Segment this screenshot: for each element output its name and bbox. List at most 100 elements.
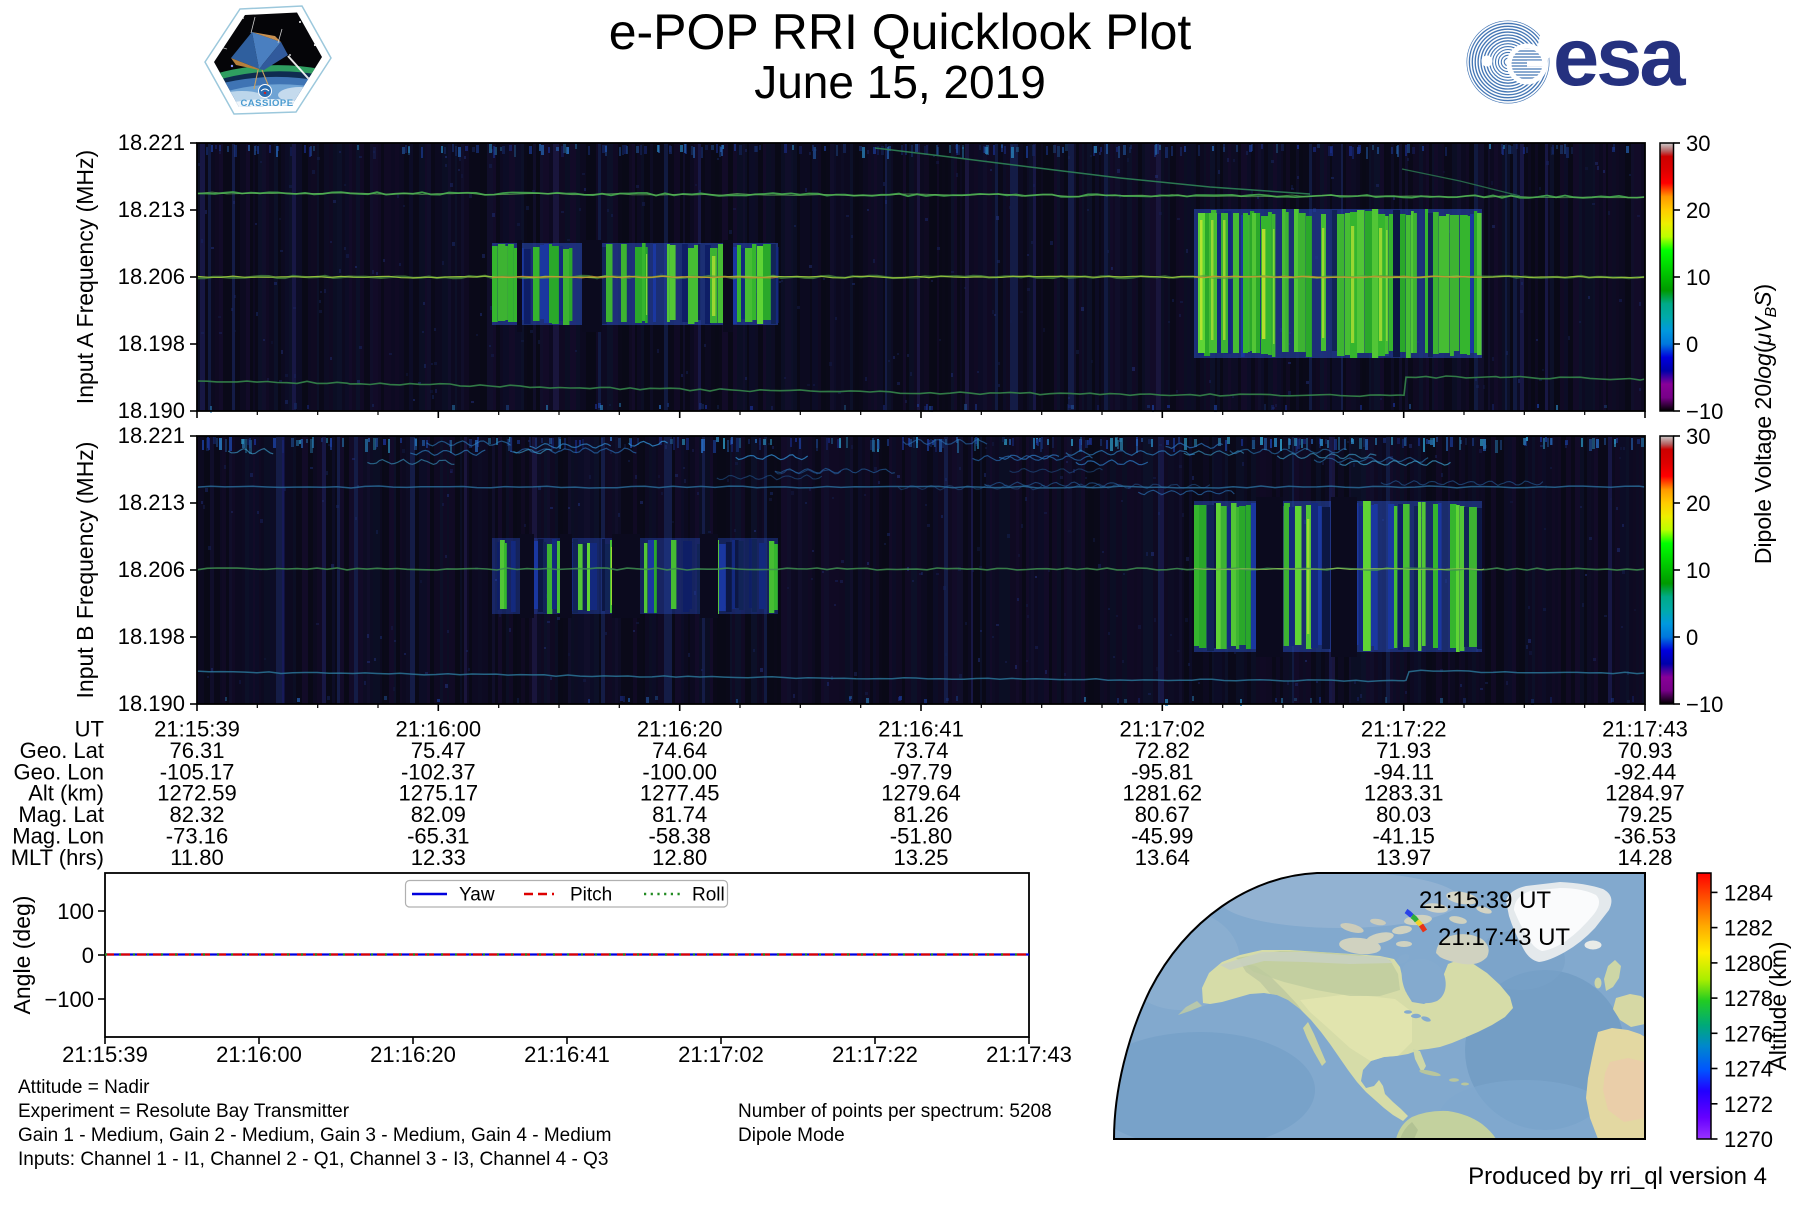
svg-text:Angle (deg): Angle (deg) (9, 896, 35, 1015)
svg-text:Mag. Lon: Mag. Lon (12, 824, 104, 849)
svg-text:Gain 1 - Medium, Gain 2 - Medi: Gain 1 - Medium, Gain 2 - Medium, Gain 3… (18, 1125, 611, 1146)
svg-text:esa: esa (1553, 10, 1686, 103)
svg-text:74.64: 74.64 (652, 738, 707, 763)
svg-text:21:17:43: 21:17:43 (986, 1042, 1072, 1067)
svg-text:80.67: 80.67 (1135, 802, 1190, 827)
svg-text:0: 0 (82, 943, 94, 968)
svg-text:21:16:00: 21:16:00 (395, 717, 481, 742)
svg-text:82.09: 82.09 (411, 802, 466, 827)
svg-text:30: 30 (1686, 131, 1710, 156)
svg-text:18.198: 18.198 (118, 624, 185, 649)
svg-text:Geo. Lon: Geo. Lon (13, 759, 104, 784)
svg-text:18.213: 18.213 (118, 490, 185, 515)
svg-text:21:17:22: 21:17:22 (832, 1042, 918, 1067)
svg-text:14.28: 14.28 (1617, 845, 1672, 870)
svg-text:1284.97: 1284.97 (1605, 781, 1685, 806)
svg-text:21:17:43: 21:17:43 (1602, 717, 1688, 742)
svg-text:21:16:00: 21:16:00 (216, 1042, 302, 1067)
svg-text:−10: −10 (1686, 692, 1723, 717)
svg-text:Dipole Voltage 20log(μVBS): Dipole Voltage 20log(μVBS) (1750, 284, 1780, 564)
svg-text:1272.59: 1272.59 (157, 781, 237, 806)
svg-text:21:17:43 UT: 21:17:43 UT (1438, 924, 1570, 951)
svg-text:Mag. Lat: Mag. Lat (18, 802, 104, 827)
svg-text:June 15, 2019: June 15, 2019 (754, 56, 1046, 108)
svg-text:72.82: 72.82 (1135, 738, 1190, 763)
svg-text:-41.15: -41.15 (1373, 824, 1435, 849)
svg-text:Dipole Mode: Dipole Mode (738, 1125, 845, 1146)
svg-text:Roll: Roll (692, 885, 725, 906)
svg-text:1284: 1284 (1724, 880, 1773, 905)
svg-text:-51.80: -51.80 (890, 824, 952, 849)
svg-text:1277.45: 1277.45 (640, 781, 720, 806)
svg-text:21:16:20: 21:16:20 (637, 717, 723, 742)
svg-text:1272: 1272 (1724, 1092, 1773, 1117)
svg-text:21:17:02: 21:17:02 (1119, 717, 1205, 742)
svg-text:82.32: 82.32 (169, 802, 224, 827)
svg-text:18.221: 18.221 (118, 423, 185, 448)
svg-text:18.190: 18.190 (118, 691, 185, 716)
svg-text:Yaw: Yaw (459, 885, 495, 906)
svg-text:1281.62: 1281.62 (1123, 781, 1203, 806)
svg-text:0: 0 (1686, 332, 1698, 357)
svg-text:Attitude = Nadir: Attitude = Nadir (18, 1077, 150, 1098)
svg-text:UT: UT (75, 717, 104, 742)
svg-text:71.93: 71.93 (1376, 738, 1431, 763)
svg-text:-58.38: -58.38 (649, 824, 711, 849)
svg-text:-94.11: -94.11 (1373, 759, 1434, 784)
svg-text:Alt (km): Alt (km) (28, 781, 104, 806)
svg-text:-97.79: -97.79 (890, 759, 952, 784)
svg-text:13.25: 13.25 (893, 845, 948, 870)
svg-text:79.25: 79.25 (1617, 802, 1672, 827)
svg-text:21:15:39: 21:15:39 (154, 717, 240, 742)
svg-text:-36.53: -36.53 (1614, 824, 1676, 849)
svg-text:75.47: 75.47 (411, 738, 466, 763)
svg-text:CASSIOPE: CASSIOPE (240, 98, 293, 109)
svg-text:-102.37: -102.37 (401, 759, 476, 784)
svg-text:81.74: 81.74 (652, 802, 707, 827)
svg-text:−10: −10 (1686, 399, 1723, 424)
svg-text:1278: 1278 (1724, 986, 1773, 1011)
svg-text:Produced by rri_ql version 4: Produced by rri_ql version 4 (1468, 1163, 1767, 1190)
svg-text:21:16:41: 21:16:41 (878, 717, 964, 742)
svg-text:Geo. Lat: Geo. Lat (20, 738, 104, 763)
svg-text:-105.17: -105.17 (160, 759, 235, 784)
svg-text:1276: 1276 (1724, 1021, 1773, 1046)
svg-text:80.03: 80.03 (1376, 802, 1431, 827)
svg-text:1270: 1270 (1724, 1127, 1773, 1152)
svg-text:70.93: 70.93 (1617, 738, 1672, 763)
svg-text:18.213: 18.213 (118, 197, 185, 222)
svg-text:Altitude (km): Altitude (km) (1765, 941, 1791, 1070)
svg-text:1274: 1274 (1724, 1057, 1773, 1082)
svg-text:20: 20 (1686, 491, 1710, 516)
svg-text:11.80: 11.80 (170, 845, 223, 870)
svg-text:Pitch: Pitch (570, 885, 612, 906)
svg-text:-92.44: -92.44 (1614, 759, 1676, 784)
svg-text:10: 10 (1686, 558, 1710, 583)
svg-text:−100: −100 (44, 987, 94, 1012)
svg-text:1279.64: 1279.64 (881, 781, 961, 806)
svg-text:12.80: 12.80 (652, 845, 707, 870)
svg-text:Experiment = Resolute Bay Tran: Experiment = Resolute Bay Transmitter (18, 1101, 350, 1122)
svg-text:73.74: 73.74 (893, 738, 948, 763)
svg-text:21:17:22: 21:17:22 (1361, 717, 1447, 742)
svg-text:13.97: 13.97 (1376, 845, 1431, 870)
svg-text:30: 30 (1686, 424, 1710, 449)
svg-text:18.206: 18.206 (118, 557, 185, 582)
svg-text:21:17:02: 21:17:02 (678, 1042, 764, 1067)
svg-text:MLT (hrs): MLT (hrs) (11, 845, 104, 870)
svg-text:1283.31: 1283.31 (1364, 781, 1444, 806)
svg-text:21:16:20: 21:16:20 (370, 1042, 456, 1067)
svg-text:18.198: 18.198 (118, 331, 185, 356)
svg-text:Input A Frequency (MHz): Input A Frequency (MHz) (72, 150, 98, 404)
svg-text:1280: 1280 (1724, 951, 1773, 976)
svg-text:Number of points per spectrum:: Number of points per spectrum: 5208 (738, 1101, 1052, 1122)
svg-text:10: 10 (1686, 265, 1710, 290)
svg-text:18.206: 18.206 (118, 264, 185, 289)
svg-text:21:16:41: 21:16:41 (524, 1042, 610, 1067)
svg-text:18.221: 18.221 (118, 130, 185, 155)
svg-text:12.33: 12.33 (411, 845, 466, 870)
svg-text:Input B Frequency (MHz): Input B Frequency (MHz) (72, 442, 98, 699)
svg-text:0: 0 (1686, 625, 1698, 650)
svg-text:76.31: 76.31 (169, 738, 224, 763)
svg-text:e-POP RRI Quicklook Plot: e-POP RRI Quicklook Plot (609, 4, 1192, 60)
